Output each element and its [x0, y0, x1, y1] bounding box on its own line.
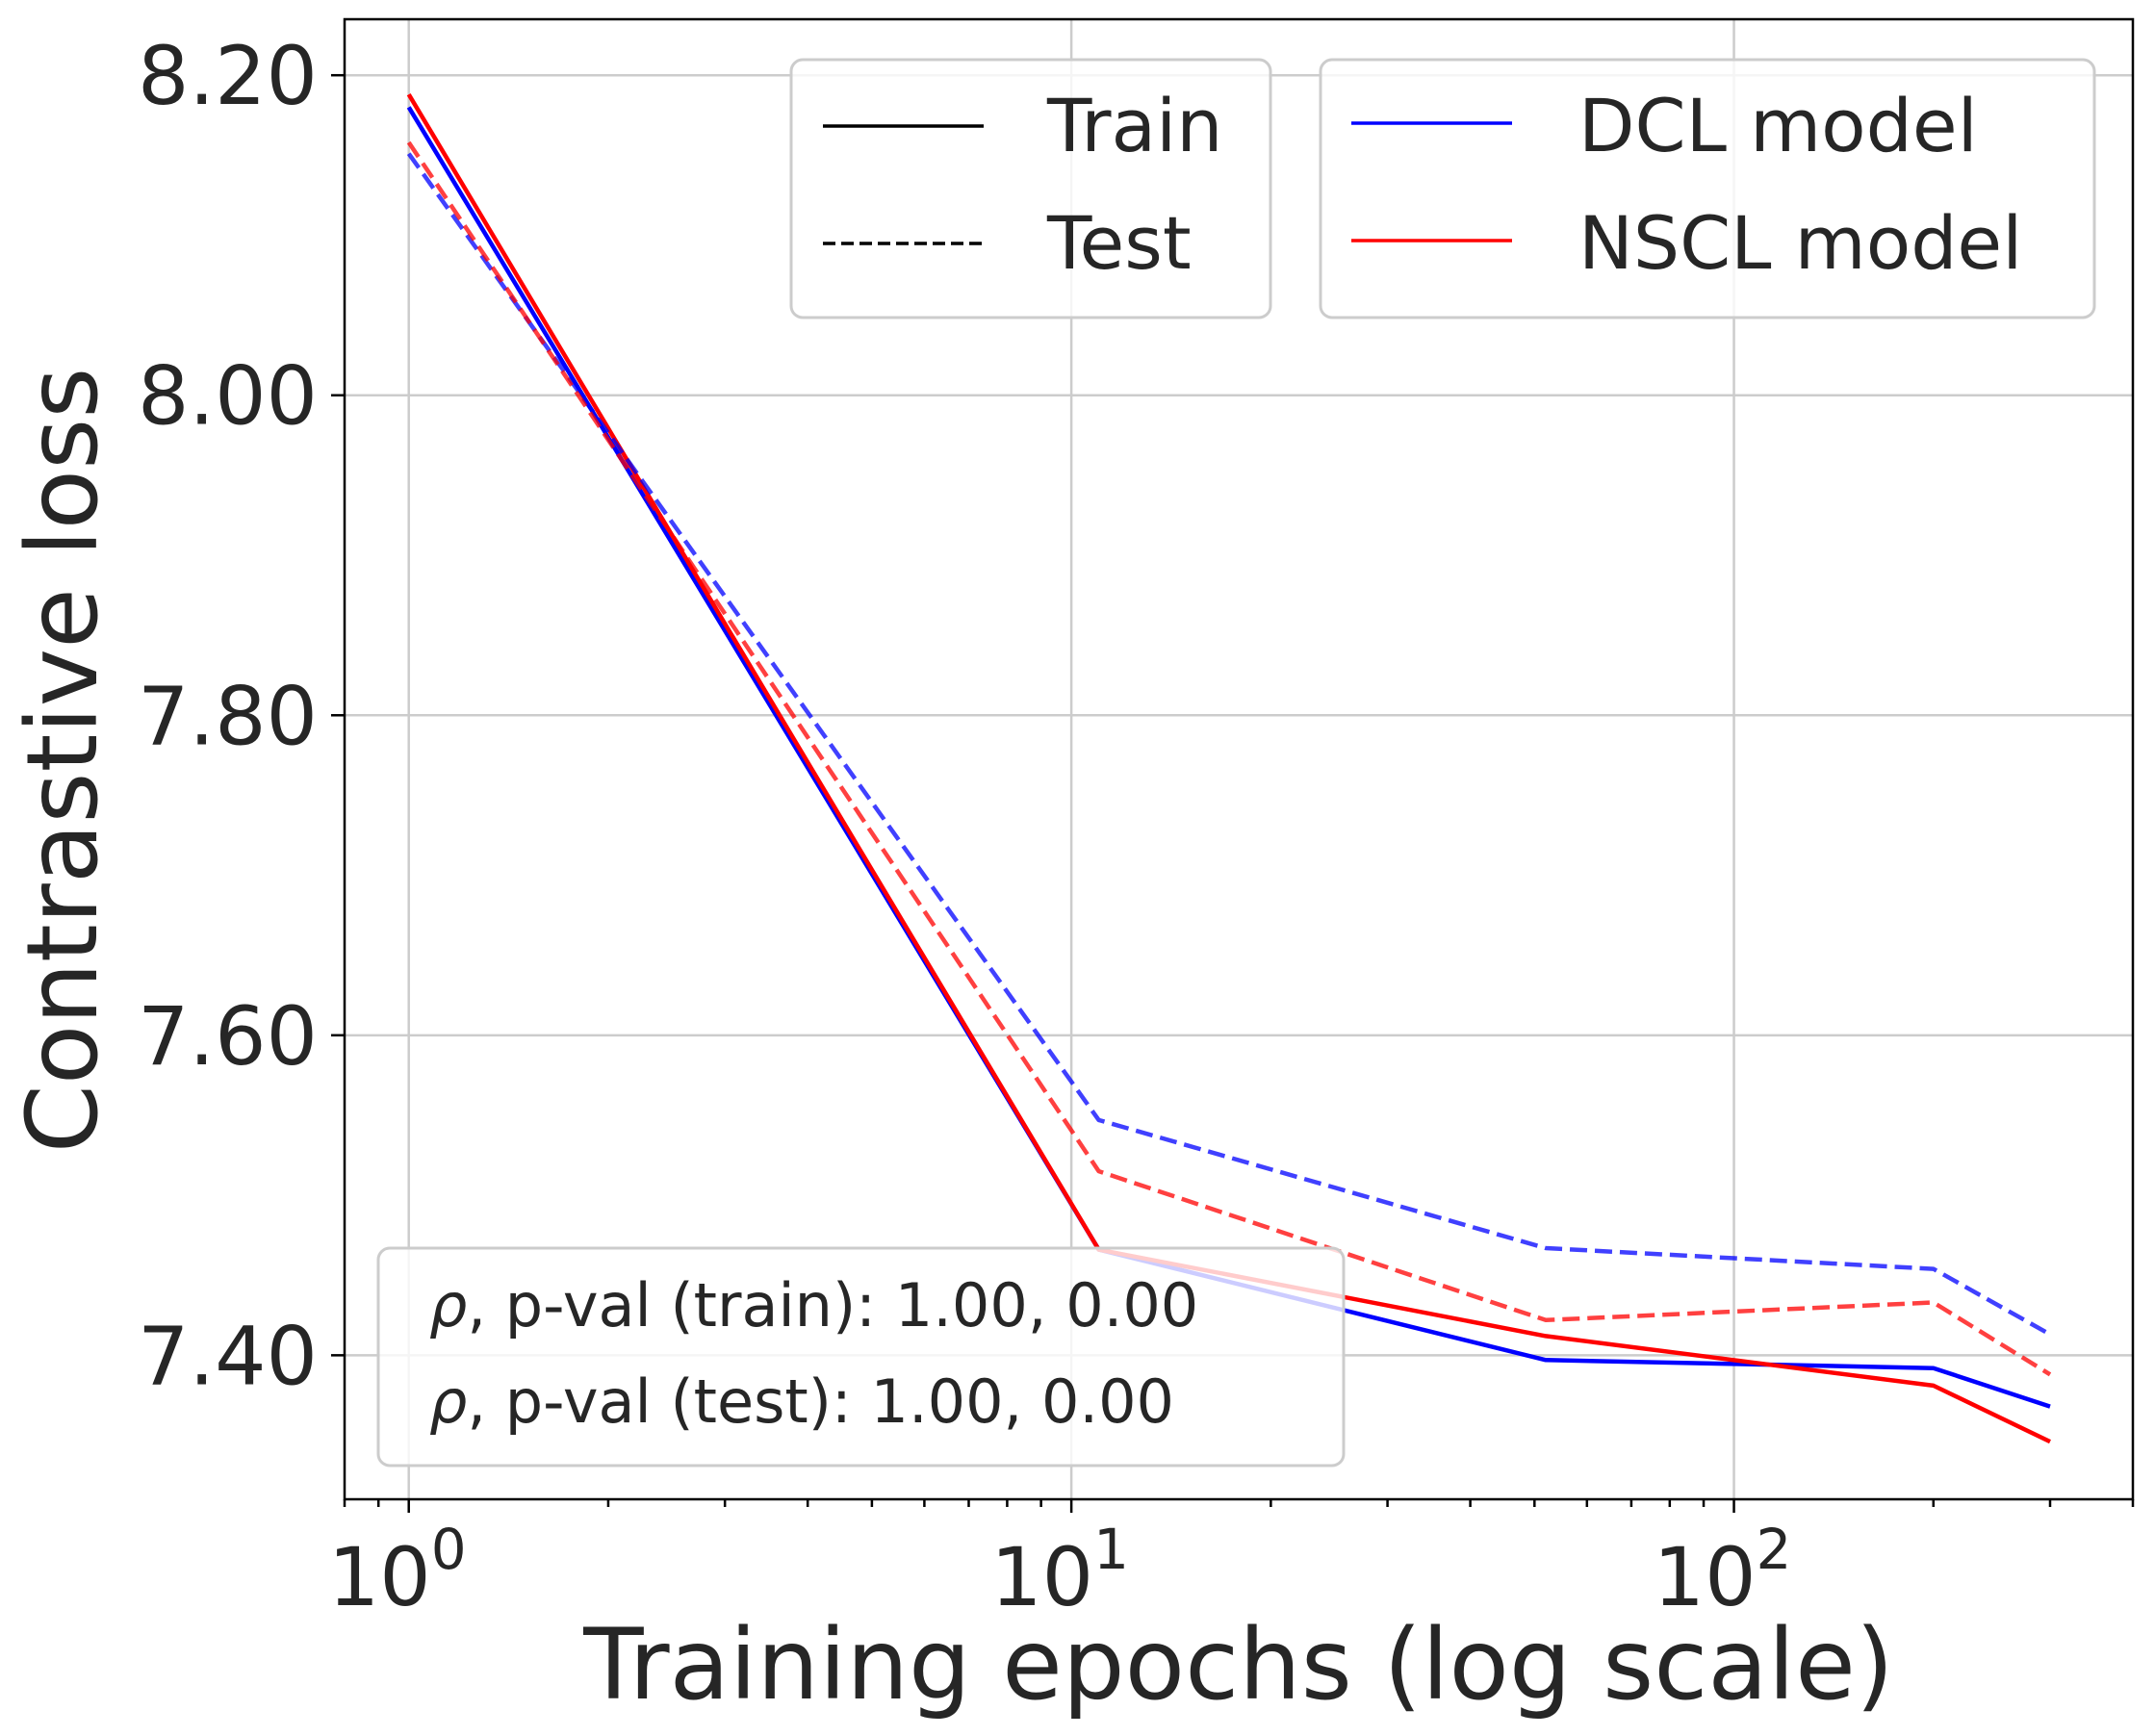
x-axis-label: Training epochs (log scale) — [582, 1608, 1893, 1723]
legend-model: DCL model NSCL model — [1319, 58, 2096, 319]
y-tick-label: 8.00 — [138, 349, 318, 444]
y-tick-label: 7.80 — [138, 669, 318, 763]
x-tick-label: 101 — [990, 1517, 1129, 1624]
legend-dcl-label: DCL model — [1578, 83, 1978, 168]
y-tick-label: 7.60 — [138, 989, 318, 1084]
x-tick-label: 102 — [1654, 1517, 1792, 1624]
correlation-annotation: ρ, p-val (train): 1.00, 0.00 ρ, p-val (t… — [376, 1246, 1346, 1468]
legend-test-label: Test — [1046, 200, 1192, 286]
plot-frame — [343, 17, 2135, 1501]
legend-split: Train Test — [789, 58, 1272, 319]
x-tick-label: 100 — [328, 1517, 467, 1624]
series-line-nscl-model-test — [406, 140, 2052, 1377]
y-tick-label: 8.20 — [138, 29, 318, 123]
legend-train-label: Train — [1046, 83, 1222, 168]
series-line-nscl-model-train — [406, 92, 2051, 1444]
legend-nscl-label: NSCL model — [1578, 200, 2022, 286]
axis-ticks: 7.40 7.60 7.80 8.00 8.20 100 101 102 — [138, 29, 2135, 1624]
annotation-test: ρ, p-val (test): 1.00, 0.00 — [429, 1366, 1174, 1437]
series-line-dcl-model-train — [406, 106, 2051, 1409]
series-lines — [406, 92, 2052, 1444]
y-tick-label: 7.40 — [138, 1309, 318, 1403]
series-line-dcl-model-test — [406, 152, 2052, 1337]
y-axis-label: Contrastive loss — [6, 368, 120, 1154]
annotation-train: ρ, p-val (train): 1.00, 0.00 — [429, 1270, 1198, 1340]
